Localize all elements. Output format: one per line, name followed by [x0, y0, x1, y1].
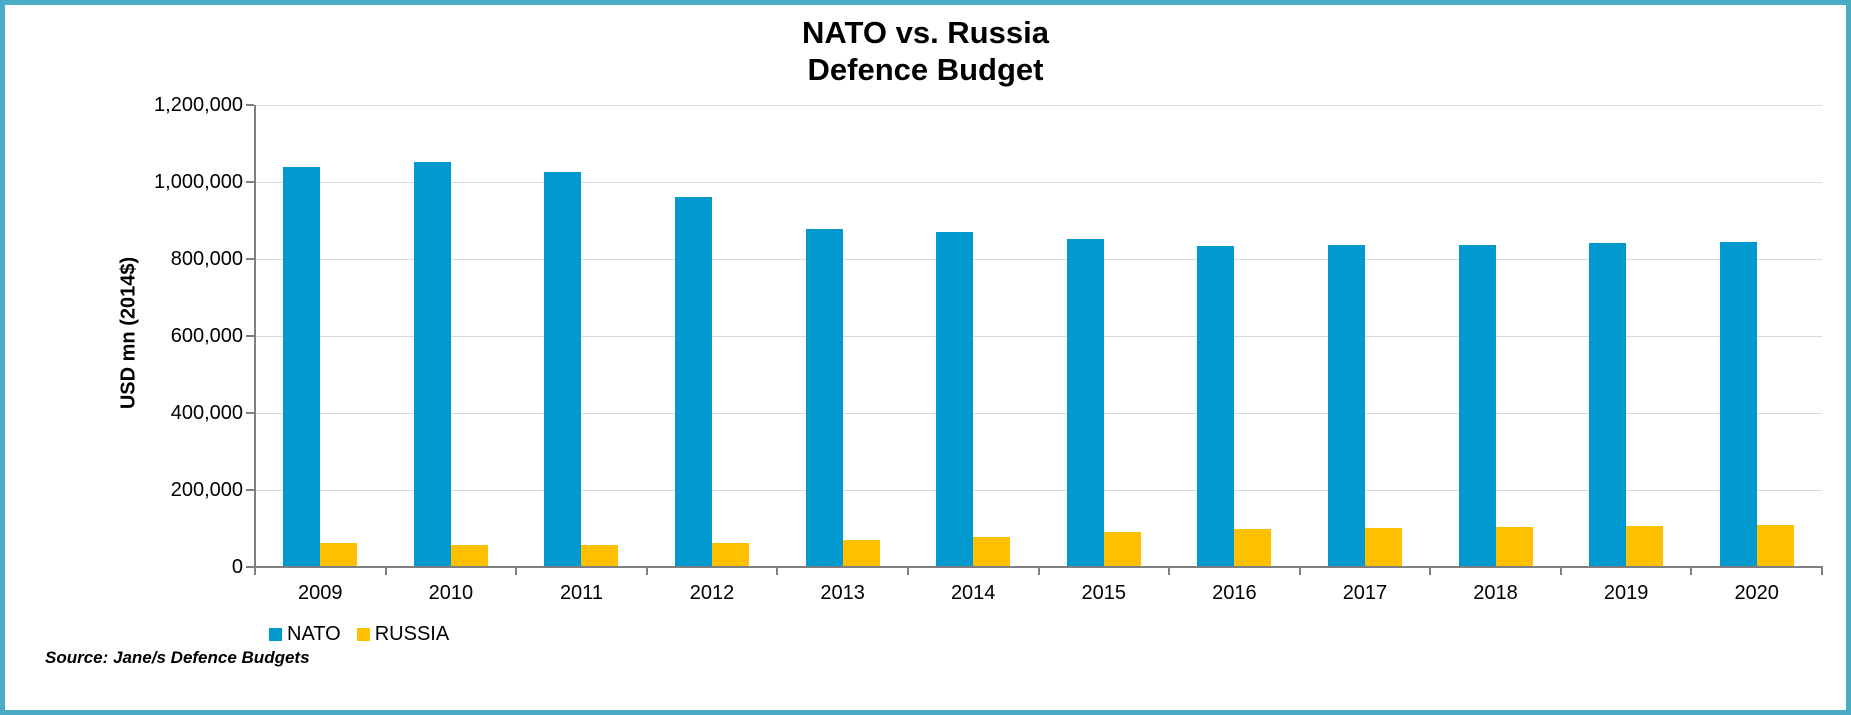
bar-nato-2010 [413, 162, 451, 567]
bar-russia-2015 [1103, 531, 1141, 567]
y-tick-800000 [246, 258, 254, 260]
bar-russia-2011 [581, 545, 619, 567]
x-tick-9 [1429, 567, 1432, 575]
x-label-2013: 2013 [820, 582, 865, 604]
russia-legend-label: RUSSIA [374, 623, 450, 645]
x-tick-1 [384, 567, 387, 575]
bar-nato-2011 [544, 171, 582, 567]
x-axis-line [253, 565, 1823, 568]
x-tick-12 [1821, 567, 1823, 575]
gridline-1200000 [255, 104, 1822, 106]
legend-item-nato: NATO [269, 623, 341, 646]
gridline-600000 [255, 335, 1822, 337]
x-label-2014: 2014 [950, 582, 996, 604]
bar-nato-2012 [675, 196, 713, 567]
x-label-2010: 2010 [428, 582, 474, 604]
bar-russia-2018 [1495, 527, 1533, 567]
chart-title-line1: NATO vs. Russia [802, 15, 1049, 50]
x-tick-4 [776, 567, 779, 575]
x-tick-6 [1037, 567, 1040, 575]
x-tick-2 [515, 567, 518, 575]
bar-russia-2020 [1756, 525, 1794, 567]
gridline-400000 [255, 412, 1822, 414]
bar-nato-2013 [805, 228, 843, 567]
gridline-200000 [255, 489, 1822, 491]
bar-nato-2020 [1719, 241, 1757, 567]
x-label-2015: 2015 [1081, 582, 1127, 604]
x-label-2012: 2012 [689, 582, 735, 604]
y-tick-label-1200000: 1,200,000 [154, 94, 243, 116]
legend: NATO RUSSIA [269, 623, 449, 646]
y-tick-200000 [246, 489, 254, 491]
bar-nato-2015 [1066, 239, 1104, 567]
nato-legend-label: NATO [287, 623, 341, 645]
bar-nato-2009 [283, 166, 321, 567]
bar-russia-2010 [450, 545, 488, 567]
source-note: Source: Jane/s Defence Budgets [45, 648, 310, 667]
x-tick-0 [254, 567, 256, 575]
bar-russia-2013 [842, 540, 880, 567]
y-tick-1200000 [246, 104, 254, 106]
bar-russia-2009 [320, 543, 358, 567]
y-axis-line [253, 105, 256, 575]
bar-russia-2012 [712, 543, 750, 567]
y-tick-0 [246, 566, 254, 568]
bar-nato-2016 [1197, 246, 1235, 567]
x-tick-8 [1298, 567, 1301, 575]
x-tick-3 [645, 567, 648, 575]
bar-nato-2014 [936, 232, 974, 567]
gridline-1000000 [255, 181, 1822, 183]
x-label-2017: 2017 [1342, 582, 1388, 604]
x-label-2016: 2016 [1212, 582, 1257, 604]
x-label-2019: 2019 [1603, 582, 1649, 604]
russia-legend-swatch [356, 628, 370, 641]
y-tick-label-200000: 200,000 [170, 479, 243, 501]
y-tick-1000000 [246, 181, 254, 183]
y-tick-label-600000: 600,000 [170, 325, 243, 347]
nato-legend-swatch [269, 628, 282, 641]
bar-russia-2019 [1626, 526, 1664, 567]
y-tick-600000 [246, 335, 254, 337]
bar-nato-2019 [1589, 243, 1627, 567]
bar-nato-2017 [1327, 244, 1365, 567]
x-tick-7 [1168, 567, 1171, 575]
x-label-2009: 2009 [298, 582, 343, 604]
x-tick-10 [1559, 567, 1562, 575]
x-tick-11 [1690, 567, 1693, 575]
x-label-2020: 2020 [1734, 582, 1779, 604]
x-tick-5 [906, 567, 909, 575]
bar-nato-2018 [1458, 244, 1496, 567]
y-tick-label-400000: 400,000 [170, 402, 243, 424]
chart-layer: NATO vs. Russia Defence Budget USD mn (2… [5, 5, 1846, 710]
gridline-800000 [255, 258, 1822, 260]
legend-item-russia: RUSSIA [356, 623, 450, 646]
y-tick-label-1000000: 1,000,000 [154, 171, 243, 193]
x-label-2011: 2011 [559, 582, 603, 604]
y-tick-label-800000: 800,000 [170, 248, 243, 270]
chart-title: NATO vs. Russia Defence Budget [5, 14, 1846, 88]
y-tick-400000 [246, 412, 254, 414]
y-tick-label-0: 0 [231, 556, 243, 578]
bar-russia-2014 [973, 536, 1011, 567]
bar-russia-2017 [1364, 528, 1402, 567]
chart-title-line2: Defence Budget [807, 52, 1044, 87]
x-label-2018: 2018 [1473, 582, 1518, 604]
bar-russia-2016 [1234, 529, 1272, 567]
